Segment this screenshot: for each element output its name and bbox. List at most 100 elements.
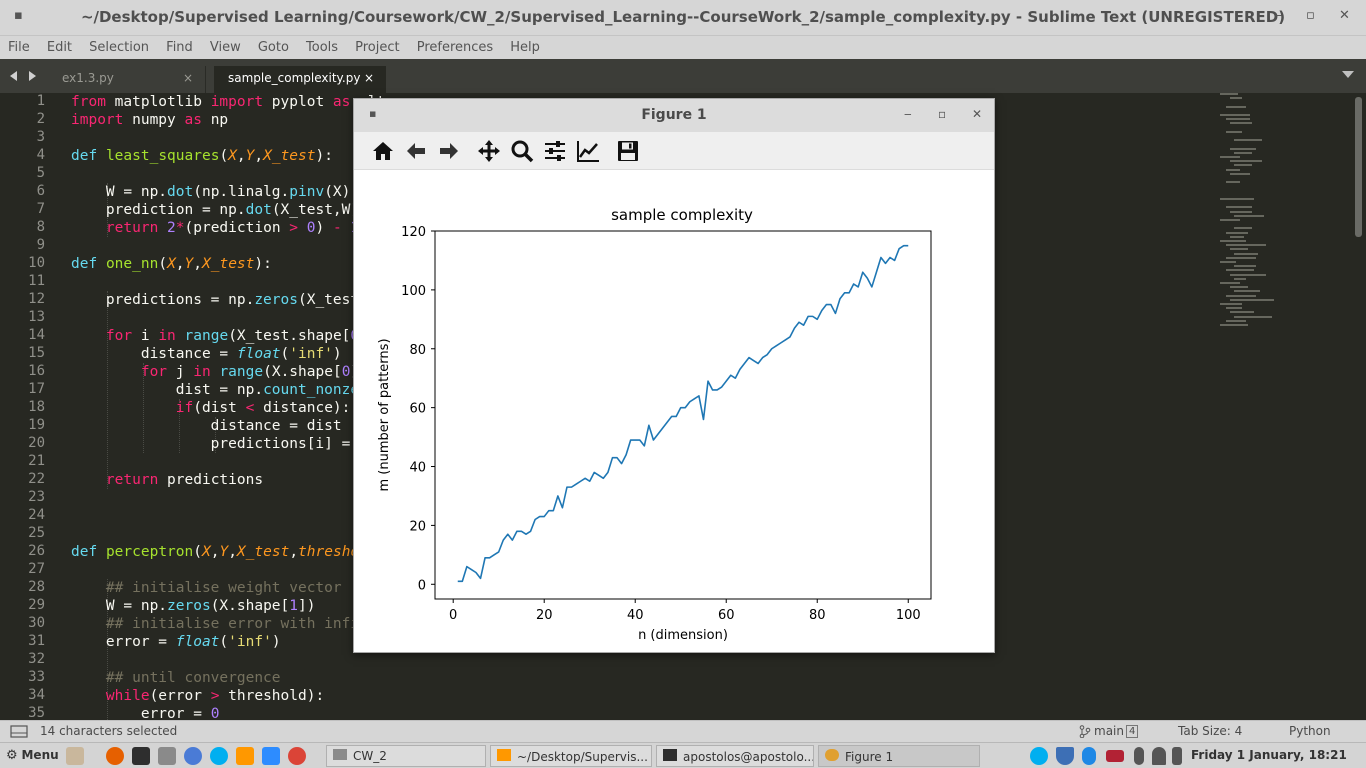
menu-tools[interactable]: Tools [306,40,339,55]
task-sublime[interactable]: ~/Desktop/Supervis... [490,745,652,767]
task-figure-1[interactable]: Figure 1 [818,745,980,767]
y-tick-label: 40 [409,461,426,476]
skype-icon[interactable] [210,747,228,765]
figure-window[interactable]: ▪ Figure 1 ‒ ▫ ✕ sample complexity 0 20 40… [353,98,995,653]
terminal-icon[interactable] [132,747,150,765]
start-menu-button[interactable]: ⚙ Menu [0,745,60,767]
zoom-app-icon[interactable] [262,747,280,765]
panel-toggle-icon[interactable] [10,725,28,738]
line-number: 5 [36,165,45,181]
menu-goto[interactable]: Goto [257,40,289,55]
tab-sample-complexity[interactable]: sample_complexity.py × [214,66,386,93]
window-title-bar: ▪ ~/Desktop/Supervised Learning/Coursewo… [0,0,1366,36]
files-launcher-icon[interactable] [66,747,84,765]
tab-close-icon[interactable]: × [363,71,374,85]
battery-icon[interactable] [1172,747,1182,765]
figure-toolbar [354,132,994,170]
clock[interactable]: Friday 1 January, 18:21 [1191,748,1347,762]
edit-axis-icon[interactable] [575,138,601,164]
menu-edit[interactable]: Edit [46,40,73,55]
menu-find[interactable]: Find [166,40,193,55]
chromium-icon[interactable] [184,747,202,765]
line-number: 11 [28,273,45,289]
tab-size-status[interactable]: Tab Size: 4 [1178,724,1243,738]
skype-tray-icon[interactable] [1030,747,1048,765]
firefox-icon[interactable] [106,747,124,765]
task-label: Figure 1 [845,750,894,764]
keyboard-layout-icon[interactable] [1106,750,1124,762]
line-number: 17 [28,381,45,397]
line-number: 9 [36,237,45,253]
line-number: 14 [28,327,45,343]
folder-icon[interactable] [158,747,176,765]
menu-preferences[interactable]: Preferences [416,40,494,55]
menu-selection[interactable]: Selection [89,40,150,55]
code-editor[interactable]: from matplotlib import pyplot as plt imp… [71,94,525,720]
forward-icon[interactable] [436,138,462,164]
line-number: 22 [28,471,45,487]
line-number: 4 [36,147,45,163]
y-tick-label: 100 [401,284,426,299]
line-number: 20 [28,435,45,451]
menu-file[interactable]: File [8,40,30,55]
tab-dropdown-icon[interactable] [1342,71,1354,79]
syntax-status[interactable]: Python [1289,724,1331,738]
user-icon[interactable] [1134,747,1144,765]
bluetooth-icon[interactable] [1082,747,1096,765]
tab-close-icon[interactable]: × [182,71,193,85]
task-cw2[interactable]: CW_2 [326,745,486,767]
line-number: 25 [28,525,45,541]
back-icon[interactable] [403,138,429,164]
shield-icon[interactable] [1056,747,1074,765]
tab-bar: ex1.3.py × sample_complexity.py × [0,59,1366,93]
pan-icon[interactable] [476,138,502,164]
line-number: 33 [28,669,45,685]
close-button[interactable]: ✕ [1339,8,1350,23]
minimize-button[interactable]: ‒ [1274,8,1283,23]
line-number: 27 [28,561,45,577]
line-number: 31 [28,633,45,649]
task-terminal[interactable]: apostolos@apostolo... [656,745,814,767]
sublime-text-icon[interactable] [236,747,254,765]
menu-project[interactable]: Project [355,40,400,55]
menu-view[interactable]: View [209,40,241,55]
figure-minimize-button[interactable]: ‒ [904,107,912,121]
line-number: 30 [28,615,45,631]
maximize-button[interactable]: ▫ [1306,8,1315,23]
line-number: 6 [36,183,45,199]
window-title: ~/Desktop/Supervised Learning/Coursework… [80,8,1286,26]
line-number: 15 [28,345,45,361]
figure-close-button[interactable]: ✕ [972,107,983,121]
chart-title: sample complexity [611,206,753,224]
figure-title: Figure 1 [641,107,707,123]
line-number: 19 [28,417,45,433]
menu-help[interactable]: Help [510,40,540,55]
window-menu-icon[interactable]: ▪ [14,8,23,23]
x-tick-label: 80 [809,608,826,623]
tab-label: ex1.3.py [62,71,114,85]
chrome-icon[interactable] [288,747,306,765]
figure-maximize-button[interactable]: ▫ [938,107,947,121]
selection-status: 14 characters selected [40,724,178,738]
taskbar: ⚙ Menu CW_2 ~/Desktop/Supervis... aposto… [0,742,1366,768]
tab-ex1-3[interactable]: ex1.3.py × [48,66,206,93]
figure-menu-icon[interactable]: ▪ [369,107,377,120]
tab-nav-icon[interactable] [10,70,36,82]
task-label: apostolos@apostolo... [683,750,814,764]
line-number: 24 [28,507,45,523]
chart-canvas: sample complexity 0 20 40 60 80 100 0 20 40 60 80 1… [377,206,932,643]
minimap[interactable] [1218,93,1350,343]
y-tick-label: 0 [418,578,426,593]
y-tick-label: 20 [409,519,426,534]
y-tick-label: 60 [409,402,426,417]
home-icon[interactable] [370,138,396,164]
wifi-icon[interactable] [1152,747,1166,765]
configure-subplots-icon[interactable] [542,138,568,164]
editor-scrollbar[interactable] [1355,97,1362,237]
y-tick-label: 120 [401,225,426,240]
line-number: 12 [28,291,45,307]
git-branch[interactable]: main [1094,724,1124,738]
save-icon[interactable] [615,138,641,164]
line-number: 18 [28,399,45,415]
zoom-icon[interactable] [509,138,535,164]
